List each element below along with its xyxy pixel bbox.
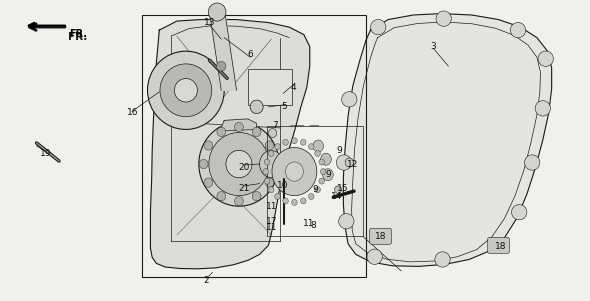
- Ellipse shape: [309, 144, 314, 150]
- Text: 10: 10: [277, 181, 289, 190]
- Ellipse shape: [272, 147, 317, 196]
- Ellipse shape: [175, 79, 197, 102]
- Ellipse shape: [291, 199, 297, 205]
- Ellipse shape: [309, 194, 314, 200]
- Circle shape: [342, 92, 357, 107]
- FancyBboxPatch shape: [488, 237, 509, 253]
- Ellipse shape: [286, 162, 303, 181]
- Text: 9: 9: [313, 185, 319, 194]
- Ellipse shape: [319, 178, 324, 184]
- Text: 13: 13: [204, 18, 215, 27]
- Ellipse shape: [209, 132, 269, 196]
- Polygon shape: [209, 12, 237, 90]
- Ellipse shape: [319, 159, 324, 165]
- Text: 14: 14: [330, 192, 342, 201]
- FancyBboxPatch shape: [370, 228, 391, 244]
- Polygon shape: [343, 14, 552, 266]
- Ellipse shape: [199, 122, 279, 206]
- Text: 18: 18: [375, 232, 386, 241]
- Text: 7: 7: [273, 121, 278, 130]
- Ellipse shape: [204, 141, 213, 150]
- Ellipse shape: [264, 178, 270, 184]
- Polygon shape: [150, 20, 310, 269]
- Ellipse shape: [268, 129, 277, 138]
- Ellipse shape: [235, 197, 243, 206]
- Ellipse shape: [283, 139, 289, 145]
- Circle shape: [436, 11, 451, 26]
- Ellipse shape: [291, 138, 297, 144]
- Text: 3: 3: [431, 42, 437, 51]
- Text: 16: 16: [127, 108, 139, 117]
- Ellipse shape: [252, 127, 261, 137]
- Circle shape: [336, 155, 352, 170]
- Text: 18: 18: [494, 242, 506, 251]
- Bar: [142, 15, 366, 277]
- Text: 11: 11: [266, 223, 278, 232]
- Ellipse shape: [217, 61, 226, 71]
- Ellipse shape: [260, 150, 283, 178]
- Circle shape: [367, 249, 382, 264]
- Ellipse shape: [204, 178, 213, 187]
- Ellipse shape: [313, 140, 323, 152]
- Text: 20: 20: [238, 163, 250, 172]
- Text: 21: 21: [238, 184, 250, 193]
- Ellipse shape: [275, 144, 280, 150]
- Ellipse shape: [217, 127, 226, 137]
- Ellipse shape: [208, 3, 226, 21]
- Ellipse shape: [263, 169, 268, 175]
- Ellipse shape: [300, 198, 306, 204]
- Ellipse shape: [226, 150, 252, 178]
- Text: 2: 2: [204, 276, 209, 285]
- Text: 8: 8: [310, 221, 316, 230]
- Bar: [248, 69, 292, 105]
- Ellipse shape: [315, 187, 320, 193]
- Text: 15: 15: [337, 184, 349, 193]
- Text: 19: 19: [40, 149, 52, 158]
- Ellipse shape: [250, 100, 263, 113]
- Circle shape: [525, 155, 540, 170]
- Ellipse shape: [252, 191, 261, 201]
- Text: 6: 6: [247, 50, 253, 59]
- Ellipse shape: [265, 178, 274, 187]
- Ellipse shape: [235, 122, 243, 132]
- Text: 4: 4: [291, 83, 297, 92]
- Text: FR.: FR.: [68, 32, 87, 42]
- Text: 11: 11: [303, 219, 315, 228]
- Circle shape: [371, 20, 386, 35]
- Text: FR.: FR.: [70, 29, 88, 39]
- Ellipse shape: [268, 150, 274, 157]
- Circle shape: [435, 252, 450, 267]
- Ellipse shape: [148, 51, 224, 129]
- Circle shape: [512, 205, 527, 220]
- Text: 9: 9: [336, 146, 342, 155]
- Ellipse shape: [217, 191, 226, 201]
- Ellipse shape: [320, 169, 326, 175]
- Circle shape: [538, 51, 553, 66]
- Text: 5: 5: [281, 102, 287, 111]
- Ellipse shape: [270, 160, 278, 169]
- Ellipse shape: [264, 159, 270, 165]
- Text: 11: 11: [266, 202, 278, 211]
- Ellipse shape: [265, 141, 274, 150]
- Ellipse shape: [321, 153, 332, 165]
- Bar: [267, 126, 363, 236]
- Ellipse shape: [345, 158, 353, 167]
- Text: 12: 12: [346, 160, 358, 169]
- Ellipse shape: [275, 194, 280, 200]
- Ellipse shape: [268, 187, 274, 193]
- Polygon shape: [221, 119, 257, 131]
- Ellipse shape: [323, 169, 333, 181]
- Ellipse shape: [199, 160, 208, 169]
- Text: 17: 17: [266, 217, 278, 226]
- Ellipse shape: [335, 186, 342, 193]
- Circle shape: [339, 214, 354, 229]
- Ellipse shape: [160, 64, 212, 117]
- Text: 9: 9: [326, 170, 332, 179]
- Circle shape: [510, 23, 526, 38]
- Ellipse shape: [315, 150, 320, 157]
- Ellipse shape: [283, 198, 289, 204]
- Ellipse shape: [300, 139, 306, 145]
- Circle shape: [535, 101, 550, 116]
